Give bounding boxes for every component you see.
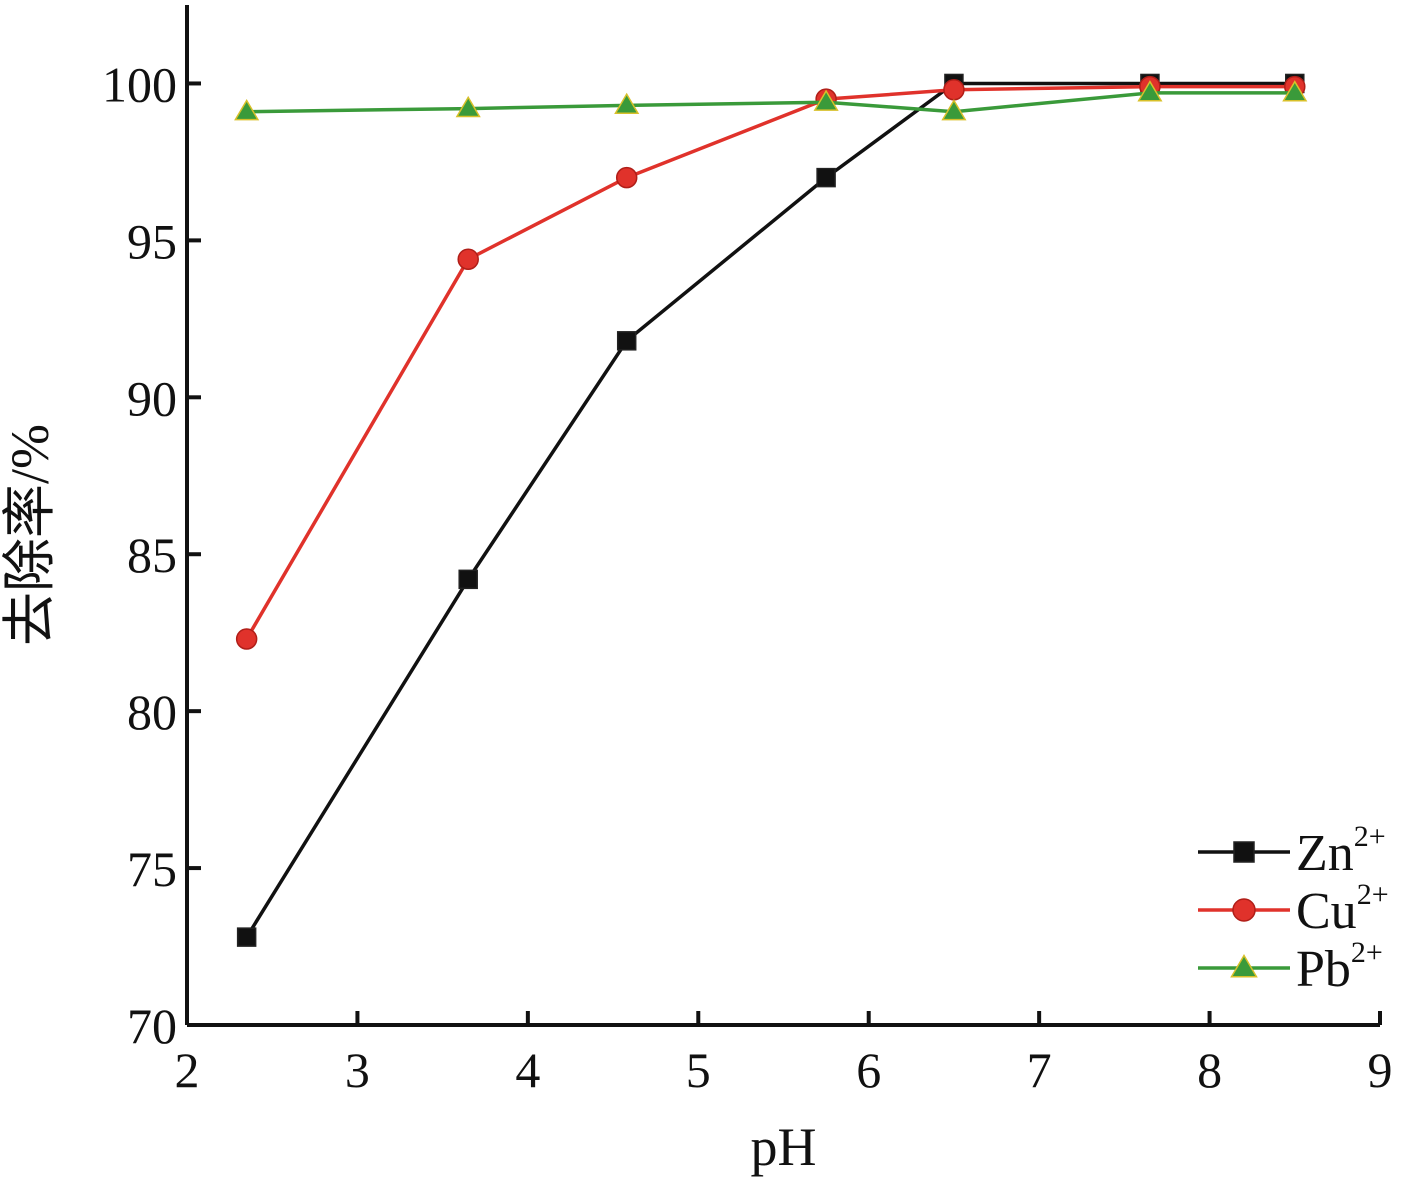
data-point [457,248,479,270]
x-tick-label: 8 [1197,1042,1222,1098]
x-tick-label: 3 [345,1042,370,1098]
legend-item: Cu2+ [1198,878,1389,940]
x-tick-label: 5 [686,1042,711,1098]
series-zn [236,73,1305,947]
legend-label: Pb2+ [1296,936,1383,998]
y-tick-label: 95 [127,213,177,269]
data-point [234,98,260,121]
data-point [236,927,257,947]
x-tick-label: 4 [515,1042,540,1098]
data-point [943,78,965,101]
data-point [616,331,637,351]
y-tick-label: 75 [127,841,177,897]
data-point [816,167,836,188]
x-axis-title: pH [751,1117,817,1177]
x-tick-label: 7 [1027,1042,1052,1098]
x-tick-label: 6 [856,1042,881,1098]
y-tick-label: 70 [127,998,177,1054]
legend-item: Pb2+ [1198,936,1383,998]
data-point [614,92,640,115]
legend: Zn2+Cu2+Pb2+ [1198,820,1389,998]
series-layer [234,73,1308,947]
legend-label: Cu2+ [1296,878,1389,940]
data-point [458,569,478,590]
y-tick-label: 90 [127,370,177,426]
series-cu [235,75,1306,650]
legend-label: Zn2+ [1296,820,1386,882]
data-point [1282,80,1308,102]
data-point [615,166,638,189]
series-line [245,81,1295,939]
series-line [246,91,1295,114]
data-point [1137,80,1163,102]
data-point [1230,954,1258,978]
data-point [941,98,967,121]
y-tick-label: 80 [127,684,177,740]
series-pb [234,80,1308,121]
y-axis-title: 去除率/% [0,424,60,646]
data-point [235,628,258,650]
data-point [455,95,481,118]
data-point [813,89,839,111]
y-tick-label: 85 [127,527,177,583]
data-point [1233,841,1255,863]
x-tick-label: 2 [175,1042,200,1098]
axes: 2 3 4 5 6 7 8 9 70 75 80 85 90 95 100 [102,5,1393,1098]
y-tick-label: 100 [102,56,177,112]
data-point [1232,898,1256,922]
series-line [245,84,1295,640]
x-tick-label: 9 [1368,1042,1393,1098]
legend-item: Zn2+ [1198,820,1386,882]
